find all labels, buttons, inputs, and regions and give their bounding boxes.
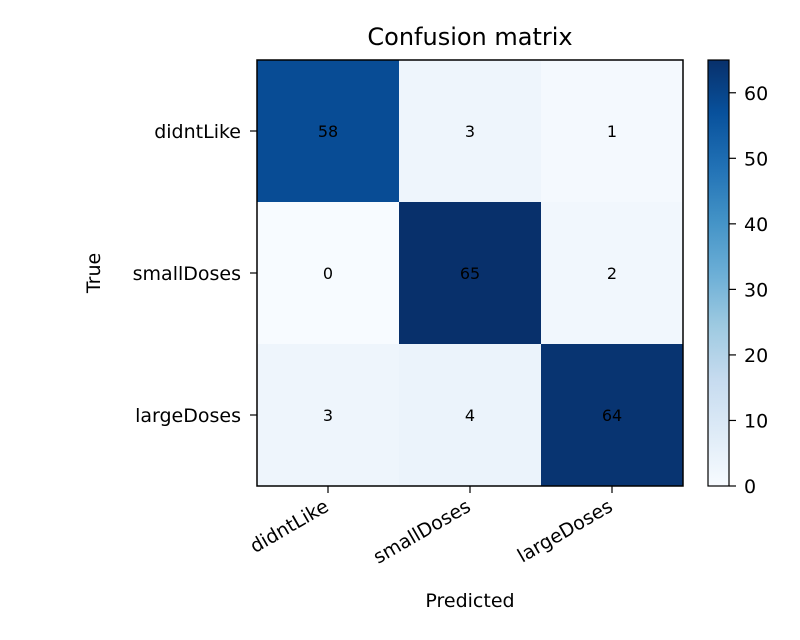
heatmap-cell: [399, 60, 542, 203]
heatmap-cell: [541, 60, 684, 203]
y-tick-label: largeDoses: [135, 405, 241, 427]
colorbar-tick-label: 30: [744, 279, 768, 301]
heatmap-cell: [399, 344, 542, 487]
chart-title: Confusion matrix: [367, 23, 572, 51]
x-tick-label: didntLike: [246, 495, 332, 557]
cell-value-label: 58: [318, 122, 338, 141]
heatmap-cells: [257, 60, 684, 487]
colorbar-tick-label: 50: [744, 148, 768, 170]
y-tick-label: didntLike: [154, 121, 241, 143]
heatmap-cell: [399, 202, 542, 345]
heatmap-cell: [257, 344, 400, 487]
heatmap-cell-labels: 58 3 1 0 65 2 3 4 64: [318, 122, 622, 425]
x-axis-label: Predicted: [425, 590, 514, 612]
colorbar-tick-label: 10: [744, 410, 768, 432]
heatmap-cell: [541, 344, 684, 487]
colorbar-tick-label: 0: [744, 476, 756, 498]
cell-value-label: 64: [602, 406, 622, 425]
x-tick-label: largeDoses: [514, 495, 617, 567]
cell-value-label: 2: [607, 264, 617, 283]
y-axis-label: True: [83, 253, 105, 294]
cell-value-label: 65: [460, 264, 480, 283]
colorbar: [707, 59, 730, 487]
y-tick-group: didntLike smallDoses largeDoses: [133, 121, 257, 427]
cell-value-label: 3: [465, 122, 475, 141]
x-tick-group: didntLike smallDoses largeDoses: [246, 486, 617, 569]
colorbar-tick-group: 0 10 20 30 40 50 60: [729, 83, 768, 498]
colorbar-tick-label: 40: [744, 214, 768, 236]
cell-value-label: 0: [323, 264, 333, 283]
colorbar-tick-label: 60: [744, 83, 768, 105]
heatmap-cell: [541, 202, 684, 345]
cell-value-label: 4: [465, 406, 475, 425]
heatmap-cell: [257, 202, 400, 345]
cell-value-label: 3: [323, 406, 333, 425]
y-tick-label: smallDoses: [133, 263, 241, 285]
x-tick-label: smallDoses: [370, 495, 475, 568]
colorbar-tick-label: 20: [744, 345, 768, 367]
cell-value-label: 1: [607, 122, 617, 141]
heatmap-cell: [257, 60, 400, 203]
